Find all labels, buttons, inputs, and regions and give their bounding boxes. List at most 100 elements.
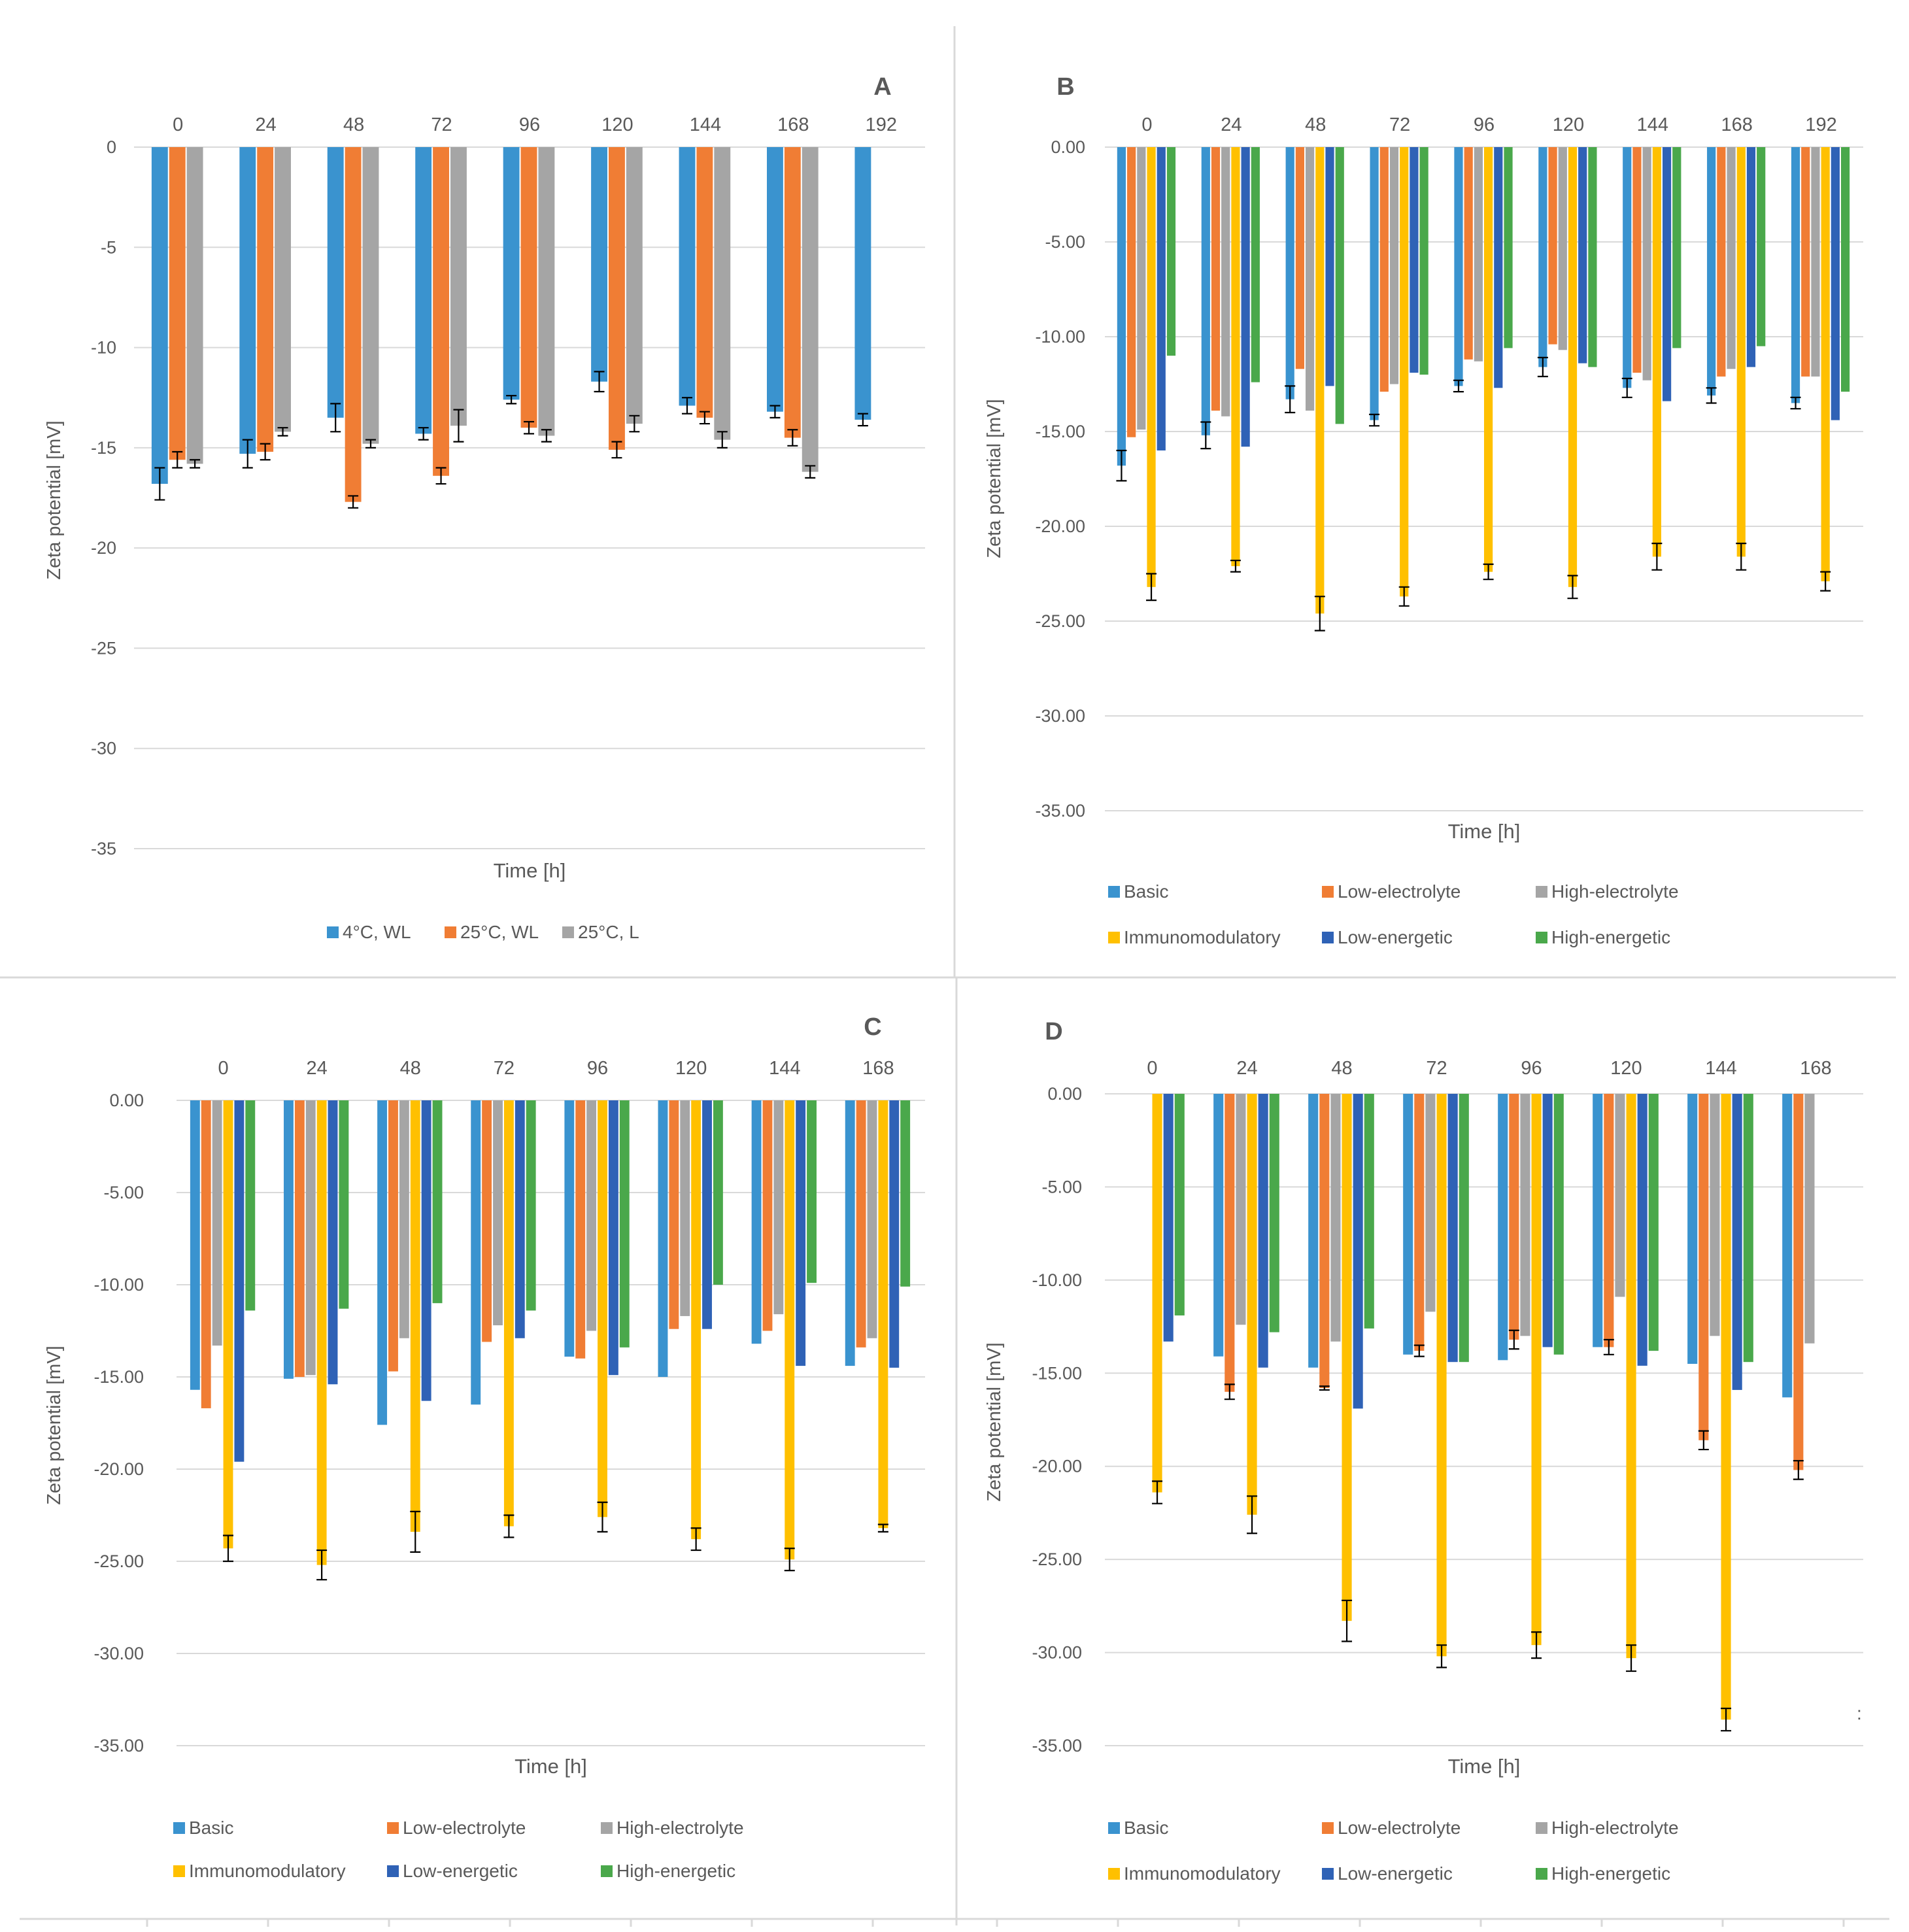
error-bar (1626, 1644, 1637, 1672)
bar (802, 147, 819, 472)
bar (1593, 1094, 1603, 1347)
error-bar (172, 450, 183, 469)
y-tick-label: -30.00 (1035, 706, 1085, 726)
bar (1247, 1094, 1257, 1515)
error-bar (1436, 1644, 1447, 1669)
error-bar (453, 409, 464, 443)
y-tick-label: -20 (91, 538, 116, 558)
error-bar (857, 413, 868, 427)
bar (1117, 147, 1126, 466)
y-axis-label: Zeta potential [mV] (984, 1342, 1005, 1501)
bar (845, 1100, 855, 1366)
category-label: 0 (173, 114, 183, 135)
bar (1652, 147, 1661, 557)
bar (1831, 147, 1840, 420)
panel-d: 0.00 -5.00 -10.00 -15.00 -20.00 -25.00 -30.00 -… (984, 1018, 1863, 1884)
bar (1414, 1094, 1425, 1351)
bar (702, 1100, 712, 1329)
bar (223, 1100, 233, 1549)
bar (1163, 1094, 1174, 1342)
bar (1782, 1094, 1793, 1398)
legend-label: High-energetic (1551, 1863, 1670, 1884)
bar (1791, 147, 1800, 403)
legend-item: High-energetic (1536, 927, 1670, 947)
legend-swatch (327, 926, 339, 938)
error-bar (784, 1548, 795, 1572)
bar (1840, 147, 1850, 392)
bar (1721, 1094, 1731, 1720)
legend-item: Basic (1108, 1818, 1168, 1838)
bar (294, 1100, 305, 1377)
x-axis-label: Time [h] (494, 859, 566, 882)
bar (433, 147, 449, 476)
legend-swatch (173, 1865, 185, 1877)
error-bar (418, 427, 429, 441)
bar (1743, 1094, 1753, 1363)
panel-title: B (1056, 73, 1074, 101)
error-bar (1413, 1344, 1425, 1357)
x-axis-label: Time [h] (515, 1755, 587, 1778)
bar (1727, 147, 1736, 369)
y-tick-label: -25 (91, 638, 116, 658)
bar (1147, 147, 1156, 587)
error-bar (330, 403, 341, 433)
bar (1801, 147, 1810, 377)
bar (305, 1100, 316, 1376)
error-bar (348, 495, 359, 509)
category-label: 96 (519, 114, 540, 135)
bar (669, 1100, 679, 1329)
category-label: 168 (1721, 114, 1752, 135)
y-tick-label: -20.00 (93, 1459, 144, 1479)
bar (1225, 1094, 1235, 1392)
bar (1632, 147, 1642, 373)
bar (1520, 1094, 1530, 1336)
bar (186, 147, 203, 464)
y-tick-label: 0.00 (1047, 1084, 1082, 1104)
legend-item: 25°C, L (562, 922, 639, 942)
bar (680, 1100, 690, 1316)
bar (714, 147, 731, 440)
bar (239, 147, 256, 454)
legend-item: High-electrolyte (1536, 881, 1679, 902)
y-axis-label: Zeta potential [mV] (44, 1346, 65, 1504)
error-bar (1314, 596, 1325, 632)
bar (1127, 147, 1136, 437)
y-tick-label: -25.00 (1032, 1550, 1082, 1569)
legend-item: High-energetic (601, 1861, 735, 1881)
error-bar (1508, 1329, 1519, 1350)
bar (591, 147, 607, 382)
y-tick-label: -15.00 (93, 1367, 144, 1387)
bar (575, 1100, 586, 1359)
bar (520, 147, 537, 428)
bar (1221, 147, 1230, 416)
bar (503, 1100, 514, 1527)
bar (432, 1100, 443, 1304)
error-bar (1247, 1495, 1258, 1534)
legend-item: Immunomodulatory (1108, 1863, 1281, 1884)
category-label: 192 (866, 114, 897, 135)
bar (586, 1100, 597, 1331)
bar (1425, 1094, 1436, 1312)
y-tick-label: -10.00 (93, 1275, 144, 1295)
bar (608, 1100, 618, 1376)
y-tick-label: -5 (101, 237, 116, 257)
y-tick-label: -5.00 (1045, 232, 1085, 252)
category-label: 72 (1426, 1058, 1447, 1079)
error-bar (682, 397, 692, 415)
legend-swatch (1536, 1822, 1547, 1834)
bar (1211, 147, 1221, 411)
bar (1717, 147, 1726, 377)
y-tick-label: -10.00 (1032, 1270, 1082, 1290)
legend-label: Immunomodulatory (1124, 1863, 1281, 1884)
category-label: 72 (1389, 114, 1410, 135)
y-tick-label: -35 (91, 839, 116, 858)
bar (190, 1100, 200, 1390)
bar (1241, 147, 1250, 447)
bar (415, 147, 432, 434)
bar (1306, 147, 1315, 411)
bar (1454, 147, 1463, 386)
category-label: 0 (1141, 114, 1152, 135)
bar (1746, 147, 1756, 367)
bar (1330, 1094, 1341, 1342)
